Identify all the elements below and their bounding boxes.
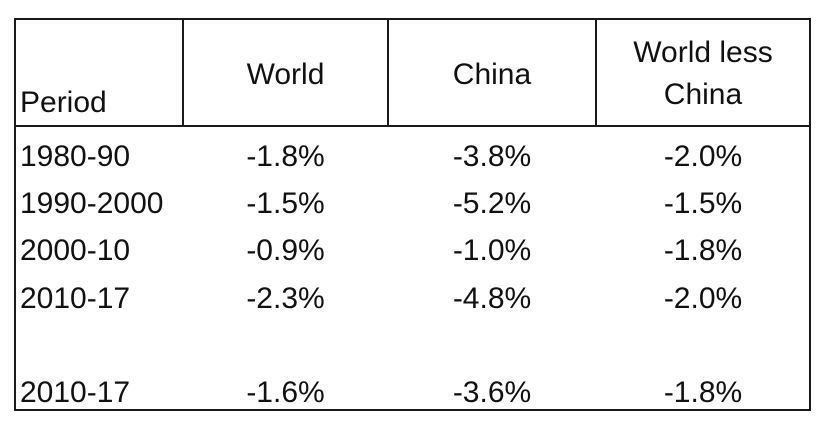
row-world-less-china-value: -1.8%	[663, 234, 743, 267]
table-row: 1990-2000 -1.5% -5.2% -1.5%	[14, 181, 811, 227]
header-world: World	[246, 58, 325, 91]
row-period: 1990-2000	[20, 187, 164, 220]
row-period: 2010-17	[20, 376, 131, 409]
row-world-less-china-value: -2.0%	[663, 140, 743, 173]
table-row: 2000-10 -0.9% -1.0% -1.8%	[14, 228, 811, 274]
row-china-value: -4.8%	[452, 282, 532, 315]
table-border-top	[14, 18, 811, 20]
table-border-bottom	[14, 409, 811, 411]
header-period: Period	[20, 86, 107, 119]
row-china-value: -3.8%	[452, 140, 532, 173]
header-column-divider	[595, 18, 597, 127]
header-china: China	[452, 58, 532, 91]
header-column-divider	[387, 18, 389, 127]
row-world-less-china-value: -1.8%	[663, 376, 743, 409]
row-world-value: -1.5%	[246, 187, 325, 220]
row-china-value: -1.0%	[452, 234, 532, 267]
row-world-less-china-value: -2.0%	[663, 282, 743, 315]
row-world-value: -0.9%	[246, 234, 325, 267]
row-period: 2010-17	[20, 282, 131, 315]
table-row: 2010-17 -1.6% -3.6% -1.8%	[14, 370, 811, 416]
data-table: Period World China World less China 1980…	[14, 18, 811, 411]
row-world-value: -1.6%	[246, 376, 325, 409]
row-period: 2000-10	[20, 234, 131, 267]
header-divider	[14, 125, 811, 127]
table-border-left	[14, 18, 16, 411]
row-world-value: -2.3%	[246, 282, 325, 315]
row-china-value: -3.6%	[452, 376, 532, 409]
table-row: 1980-90 -1.8% -3.8% -2.0%	[14, 134, 811, 180]
row-world-value: -1.8%	[246, 140, 325, 173]
table-row: 2010-17 -2.3% -4.8% -2.0%	[14, 276, 811, 322]
header-column-divider	[182, 18, 184, 127]
table-border-right	[809, 18, 811, 411]
header-world-less-china: World less China	[633, 36, 773, 111]
row-china-value: -5.2%	[452, 187, 532, 220]
row-world-less-china-value: -1.5%	[663, 187, 743, 220]
row-period: 1980-90	[20, 140, 131, 173]
